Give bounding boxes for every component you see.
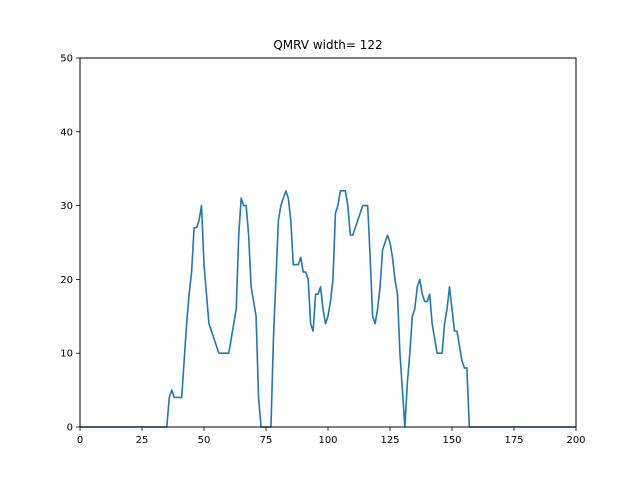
x-tick-label: 100 bbox=[318, 435, 337, 446]
x-tick-label: 200 bbox=[566, 435, 585, 446]
y-tick-label: 50 bbox=[60, 54, 73, 65]
tick-group: 0 25 50 75 100 125 150 175 200 0 10 20 30 40 50 bbox=[60, 54, 585, 447]
x-tick-label: 0 bbox=[77, 435, 83, 446]
y-tick-label: 40 bbox=[60, 127, 73, 138]
chart-title: QMRV width= 122 bbox=[273, 38, 382, 52]
axes-frame bbox=[79, 57, 577, 428]
x-tick-label: 25 bbox=[136, 435, 149, 446]
x-tick-label: 175 bbox=[504, 435, 523, 446]
y-tick-label: 0 bbox=[67, 423, 73, 434]
x-tick-label: 50 bbox=[198, 435, 211, 446]
series-line bbox=[80, 190, 576, 428]
plot-area bbox=[80, 190, 576, 428]
x-tick-label: 125 bbox=[380, 435, 399, 446]
y-tick-label: 20 bbox=[60, 275, 73, 286]
y-tick-label: 30 bbox=[60, 201, 73, 212]
x-tick-label: 150 bbox=[442, 435, 461, 446]
x-tick-label: 75 bbox=[260, 435, 273, 446]
y-tick-label: 10 bbox=[60, 349, 73, 360]
